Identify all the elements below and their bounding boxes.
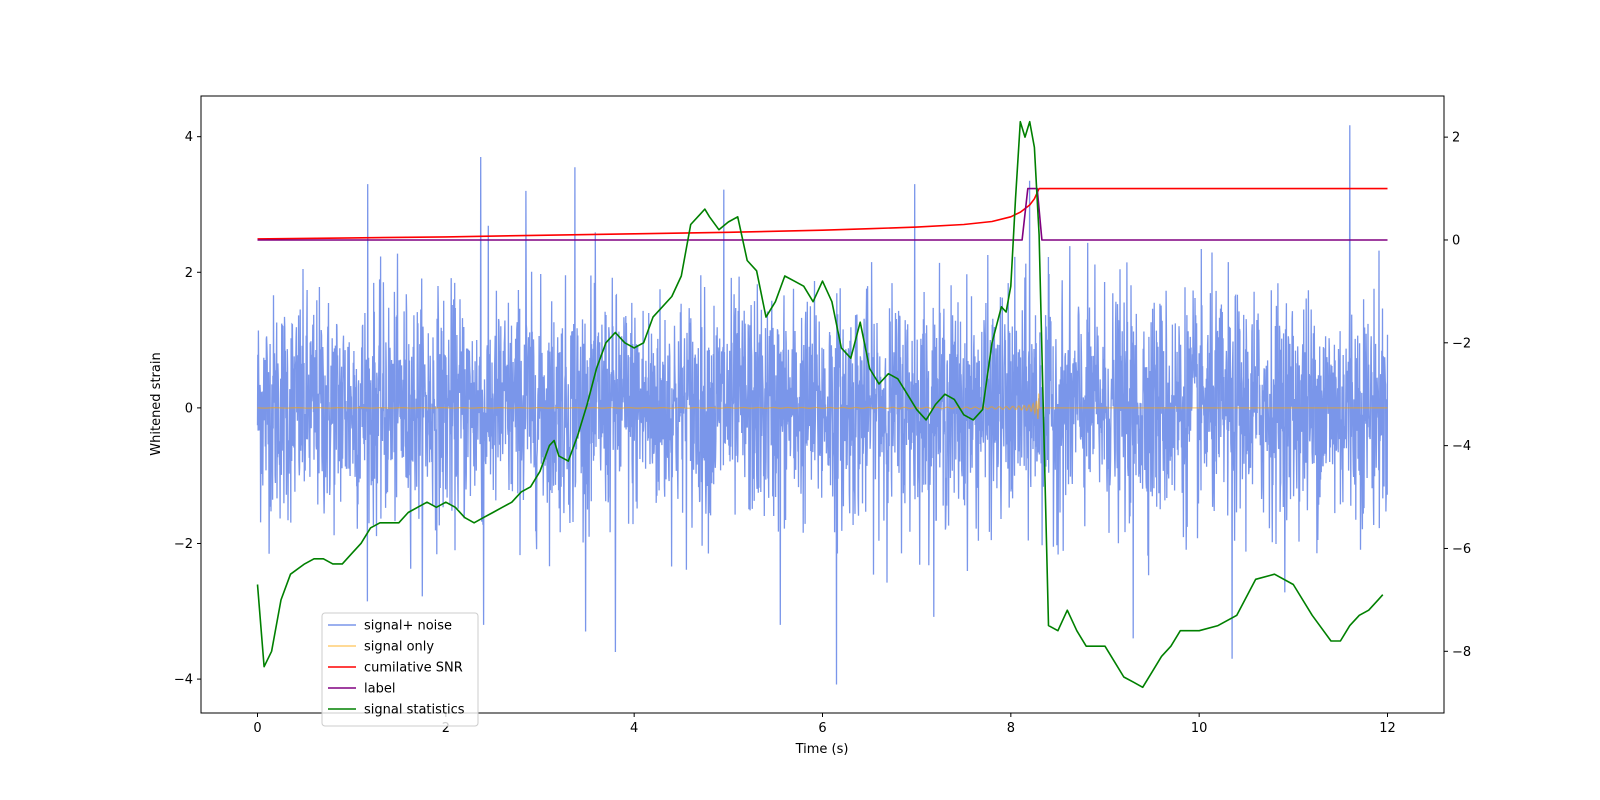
y-tick-label: 2 bbox=[185, 266, 193, 281]
legend-label: signal only bbox=[364, 640, 434, 655]
y2-tick-label: 2 bbox=[1452, 131, 1460, 146]
y2-tick-label: 0 bbox=[1452, 233, 1460, 248]
legend-label: cumilative SNR bbox=[364, 661, 463, 676]
y-tick-label: 4 bbox=[185, 130, 193, 145]
series-signal-noise bbox=[256, 125, 1389, 685]
legend-label: signal statistics bbox=[364, 703, 465, 718]
y-axis-right: −8 −6 −4 −2 0 2 bbox=[1444, 131, 1471, 660]
x-axis-title: Time (s) bbox=[795, 742, 849, 757]
y-axis-left: −4 −2 0 2 4 bbox=[174, 130, 201, 688]
y2-tick-label: −6 bbox=[1452, 542, 1471, 557]
x-tick-label: 4 bbox=[630, 721, 638, 736]
series-signal-statistics bbox=[256, 120, 1384, 689]
series-label bbox=[257, 187, 1388, 241]
x-tick-label: 12 bbox=[1379, 721, 1396, 736]
legend-label: label bbox=[364, 682, 395, 697]
y-tick-label: 0 bbox=[185, 401, 193, 416]
legend-box bbox=[321, 612, 479, 727]
series-cumilative-snr bbox=[257, 187, 1388, 240]
series-signal-only bbox=[257, 393, 1388, 419]
y2-tick-label: −8 bbox=[1452, 645, 1471, 660]
x-tick-label: 2 bbox=[442, 721, 450, 736]
y2-tick-label: −4 bbox=[1452, 439, 1471, 454]
x-tick-label: 6 bbox=[818, 721, 826, 736]
legend-label: signal+ noise bbox=[364, 619, 452, 634]
x-tick-label: 0 bbox=[253, 721, 261, 736]
y-axis-title: Whitened strain bbox=[149, 352, 164, 455]
y-tick-label: −4 bbox=[174, 673, 193, 688]
y-tick-label: −2 bbox=[174, 537, 193, 552]
x-tick-label: 10 bbox=[1191, 721, 1208, 736]
x-tick-label: 8 bbox=[1007, 721, 1015, 736]
y2-tick-label: −2 bbox=[1452, 336, 1471, 351]
legend: signal+ noise signal only cumilative SNR la… bbox=[321, 612, 479, 727]
